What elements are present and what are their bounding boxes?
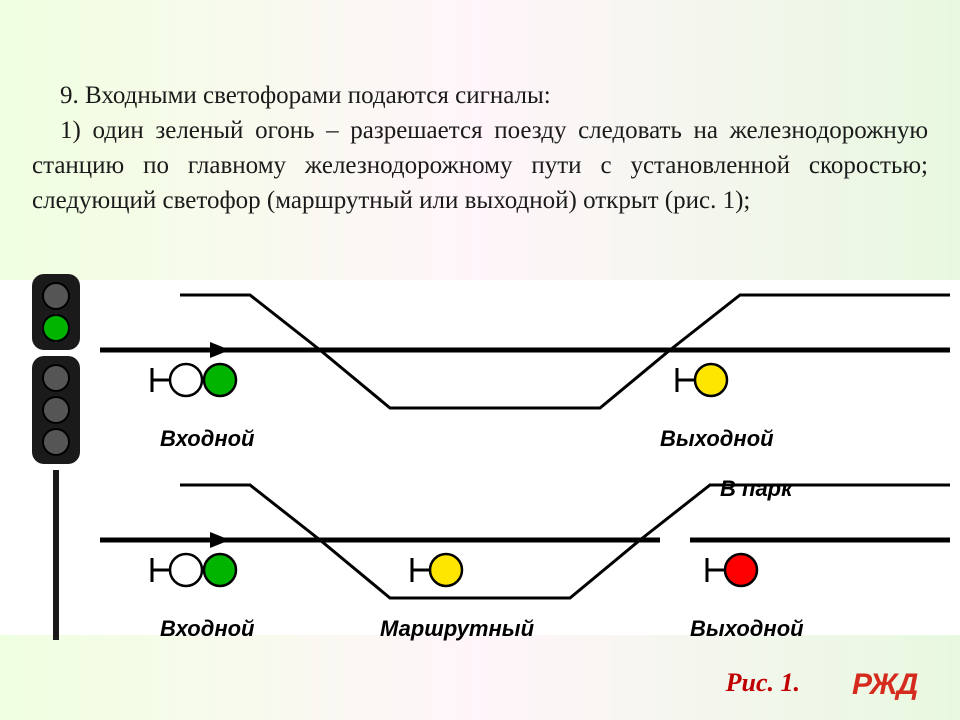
rzd-logo-icon: РЖД [852, 668, 942, 702]
track-diagram [100, 280, 950, 635]
signal-lamp [42, 428, 70, 456]
label-exit-1: Выходной [660, 426, 774, 452]
description-text: 9. Входными светофорами подаются сигналы… [32, 78, 928, 218]
label-entry-2: Входной [160, 616, 255, 642]
signal-head-bottom [32, 356, 80, 464]
signal-lamp [42, 364, 70, 392]
body-text: 1) один зеленый огонь – разрешается поез… [32, 113, 928, 218]
signal-lamp [42, 282, 70, 310]
label-park: В парк [720, 476, 792, 502]
label-route-2: Маршрутный [380, 616, 534, 642]
mast-pole [53, 470, 59, 640]
signal-lamp [42, 396, 70, 424]
svg-text:РЖД: РЖД [852, 668, 918, 701]
signal-mast [20, 274, 92, 624]
figure-caption: Рис. 1. [726, 668, 800, 698]
label-entry-1: Входной [160, 426, 255, 452]
signal-lamp [42, 314, 70, 342]
heading: 9. Входными светофорами подаются сигналы… [32, 78, 928, 113]
page: 9. Входными светофорами подаются сигналы… [0, 0, 960, 720]
diagram-area: Входной Выходной В парк Входной Маршрутн… [0, 280, 960, 635]
label-exit-2: Выходной [690, 616, 804, 642]
signal-head-top [32, 274, 80, 350]
